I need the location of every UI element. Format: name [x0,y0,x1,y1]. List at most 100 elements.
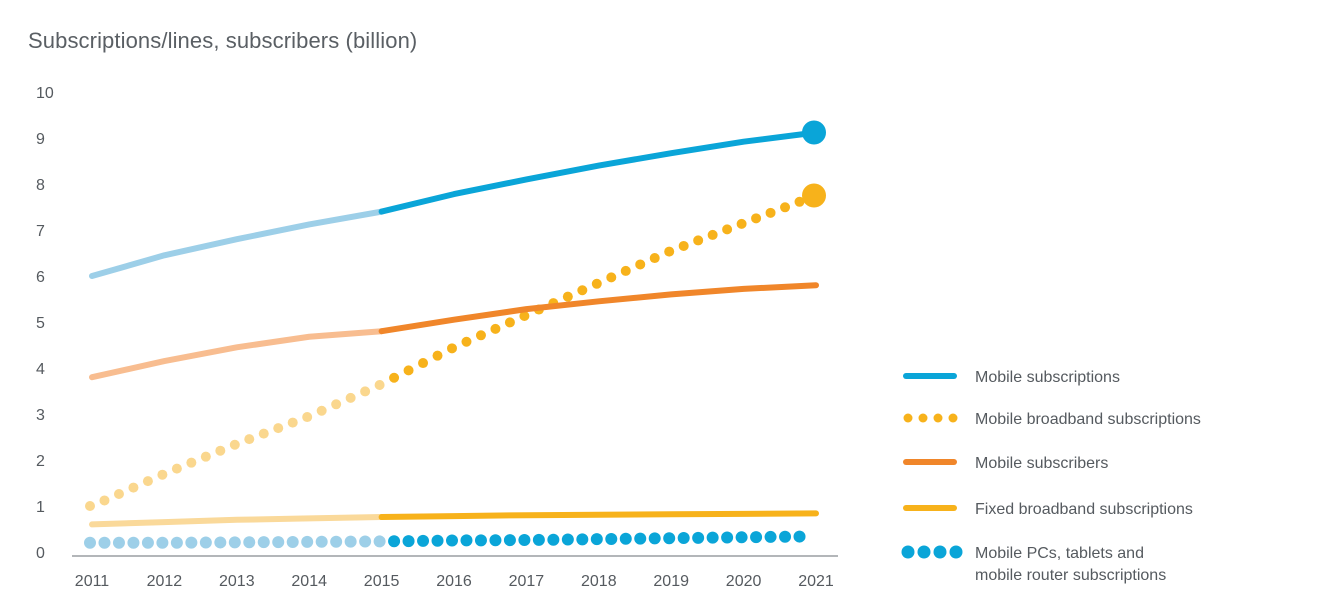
legend: Mobile subscriptions Mobile broadband sub… [901,369,1201,584]
series-dot [677,532,690,545]
series-dot [780,202,791,213]
series-dot [606,272,617,283]
series-dot [461,336,472,347]
series-dot [490,323,501,334]
series-dot [794,196,805,207]
series-line-historic [89,514,385,528]
series-dot [664,246,675,257]
x-tick-label: 2015 [364,573,400,590]
series-dot [373,535,386,548]
series-dot [663,532,676,545]
series-4 [84,530,806,549]
series-dot [779,530,792,543]
series-dot [228,536,241,549]
series-dot [547,533,560,546]
series-dot [214,536,227,549]
x-axis-ticks: 2011 2012 2013 2014 2015 2016 2017 2018 2019 2020… [75,573,834,590]
series-dot [402,535,415,548]
series-line-forecast [378,282,819,335]
series-dot [474,534,487,547]
series-dot [489,534,502,547]
series-dot [344,535,357,548]
series-dot [504,317,515,328]
series-dot [156,536,169,549]
y-tick-label: 4 [36,361,45,378]
y-tick-label: 8 [36,177,45,194]
legend-swatch-dot [949,545,963,559]
series-dot [432,350,443,361]
y-tick-label: 10 [36,85,54,102]
series-dot [678,240,689,251]
series-dot [99,495,110,506]
series-dot [635,259,646,270]
series-dot [707,229,718,240]
x-tick-label: 2017 [509,573,545,590]
series-dot [735,531,748,544]
y-tick-label: 1 [36,499,45,516]
legend-item-4: Mobile PCs, tablets and mobile router sub… [901,545,1166,584]
y-axis-ticks: 0 1 2 3 4 5 6 7 8 9 10 [36,85,54,562]
series-dot [721,531,734,544]
legend-swatch-dot [901,545,915,559]
legend-swatch-dot [903,413,913,423]
series-line-historic [89,328,385,381]
series-dot [186,457,197,468]
end-marker [802,183,826,208]
series-dot [199,536,212,549]
series-dot [751,213,762,224]
series-dot [590,533,603,546]
series-dot [750,531,763,544]
legend-swatch-dot [933,413,943,423]
series-dot [185,536,198,549]
series-dot [331,399,342,410]
chart-title: Subscriptions/lines, subscribers (billio… [28,28,418,53]
x-tick-label: 2013 [219,573,255,590]
series-dot [620,265,631,276]
legend-label: Mobile broadband subscriptions [975,411,1201,428]
series-dot [388,535,401,548]
series-dot [171,463,182,474]
series-dot [532,533,545,546]
series-1 [85,183,826,511]
series-dot [98,536,111,549]
end-marker [802,120,826,145]
x-tick-label: 2011 [75,573,110,590]
series-dot [127,536,140,549]
series-dot [447,343,457,354]
series-dot [84,536,96,549]
series-dot [576,533,589,546]
series-dot [519,310,530,321]
legend-label: Mobile subscriptions [975,369,1120,386]
series-dot [793,530,806,543]
series-dot [315,535,328,548]
series-dot [389,372,400,383]
series-dot [200,451,211,462]
series-dot [330,535,343,548]
series-dot [157,469,168,480]
y-tick-label: 0 [36,545,45,562]
legend-label: mobile router subscriptions [975,567,1166,584]
series-dot [142,476,153,487]
series-layer [84,120,826,549]
series-dot [693,235,704,246]
series-dot [503,534,516,547]
series-dot [244,434,255,445]
series-dot [215,445,226,456]
series-dot [374,379,385,390]
y-tick-label: 6 [36,269,45,286]
series-0 [89,120,826,279]
series-dot [431,534,444,547]
series-dot [286,535,299,548]
series-dot [272,536,285,549]
legend-swatch-dot [933,545,947,559]
series-dot [316,405,327,416]
legend-item-3: Fixed broadband subscriptions [903,501,1193,518]
series-dot [141,536,154,549]
series-dot [128,482,139,493]
series-line-forecast [378,129,819,215]
series-dot [649,253,660,264]
legend-item-2: Mobile subscribers [903,455,1108,472]
series-dot [577,285,588,296]
series-dot [273,423,284,434]
